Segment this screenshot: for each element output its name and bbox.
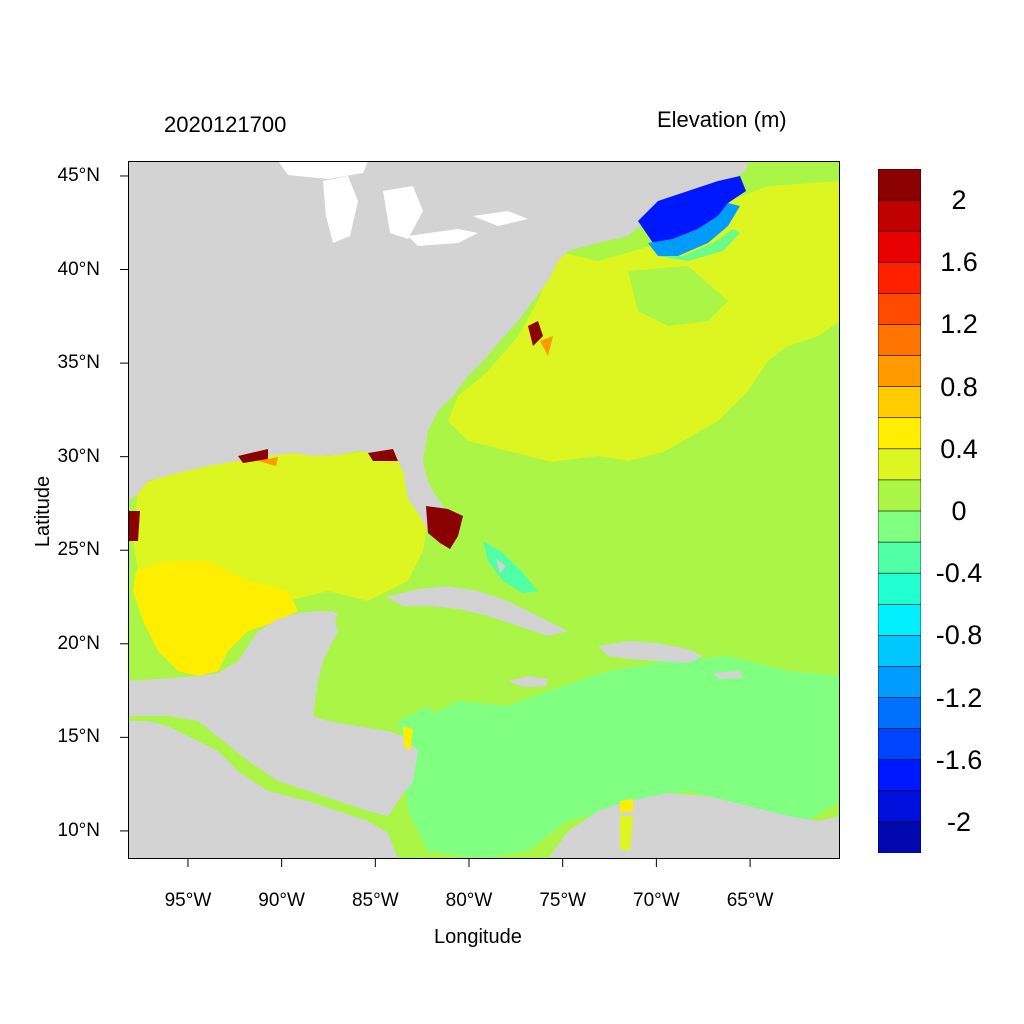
caribbean-negative (398, 706, 438, 781)
colorbar-swatch (877, 541, 922, 574)
coastal-high (540, 336, 553, 356)
coastal-positive (620, 799, 633, 813)
colorbar-label: -2 (946, 806, 971, 837)
colorbar-swatch (877, 261, 922, 295)
colorbar-label: 0 (951, 496, 967, 526)
great-lake (323, 176, 358, 243)
land-central-america (128, 611, 418, 816)
great-lake (408, 229, 478, 246)
colorbar-label: 1.6 (940, 247, 978, 278)
coastal-high (368, 449, 398, 461)
y-tick-label: 25°N (57, 539, 100, 561)
coastal-high (258, 457, 278, 466)
land-hispaniola (598, 641, 703, 663)
gulf-of-maine-low (638, 176, 746, 243)
colorbar-swatch (877, 448, 922, 481)
x-tick-label: 75°W (539, 890, 587, 911)
colorbar-swatch (877, 697, 922, 730)
colorbar-swatch (877, 168, 922, 201)
colorbar-swatch (877, 324, 922, 357)
colorbar-swatch (877, 386, 922, 419)
coastal-high (128, 511, 140, 541)
colorbar-swatch (877, 572, 922, 606)
colorbar-label: 0.8 (940, 371, 978, 402)
colorbar-swatch (877, 790, 922, 823)
colorbar-swatch (877, 666, 922, 699)
coastal-positive (620, 816, 633, 851)
south-florida-high (426, 506, 463, 549)
map-timestamp: 2020121700 (164, 112, 287, 137)
colorbar-swatch (877, 759, 922, 792)
axis-ticks (120, 175, 751, 867)
x-tick-label: 80°W (445, 890, 493, 911)
y-tick-label: 45°N (57, 164, 100, 186)
colorbar-swatch (877, 479, 922, 512)
y-axis-label: Latitude (32, 475, 55, 548)
ocean-positive-band (448, 181, 840, 471)
colorbar-label: -1.2 (935, 682, 983, 713)
map-border (128, 161, 840, 859)
colorbar-label: -0.8 (935, 620, 983, 651)
colorbar-label: -1.6 (935, 744, 983, 775)
colorbar-label: 1.2 (940, 309, 978, 340)
colorbar-label: 2 (951, 185, 967, 216)
great-lake (278, 161, 368, 179)
x-tick-label: 90°W (258, 890, 305, 911)
colorbar-swatch (877, 417, 922, 450)
y-tick-label: 10°N (57, 819, 100, 841)
land-jamaica (508, 676, 548, 687)
colorbar-title: Elevation (m) (657, 107, 787, 132)
ocean-near-zero-patch (458, 351, 840, 591)
x-tick-label: 65°W (726, 890, 774, 911)
bahamas-islands (496, 559, 506, 573)
great-lake (473, 211, 528, 226)
land-mexico (128, 721, 398, 859)
gulf-of-maine-edge (658, 229, 740, 261)
y-tick-label: 40°N (57, 258, 100, 280)
colorbar-swatch (877, 230, 922, 264)
great-lake (383, 186, 423, 239)
colorbar-label: 0.4 (940, 433, 978, 464)
gulf-of-maine-gradient (648, 203, 740, 256)
colorbar-swatch (877, 355, 922, 388)
colorbar-label: -0.4 (935, 558, 983, 589)
land-yucatan (273, 611, 338, 716)
x-axis-label: Longitude (434, 926, 522, 948)
bahamas-negative (483, 541, 538, 593)
colorbar-swatch (877, 603, 922, 637)
land-puerto-rico (713, 671, 743, 679)
colorbar-swatch (877, 821, 922, 854)
x-tick-label: 85°W (351, 890, 399, 911)
y-tick-label: 35°N (57, 352, 100, 374)
x-tick-label: 95°W (164, 890, 212, 911)
land-north-america (128, 161, 748, 536)
coastal-positive (403, 726, 413, 751)
ocean-near-zero-patch (628, 266, 728, 326)
x-tick-label: 70°W (633, 890, 680, 911)
coastal-high (528, 321, 543, 346)
colorbar-swatch (877, 728, 922, 761)
coastal-high (238, 449, 268, 463)
y-tick-label: 15°N (57, 726, 100, 748)
colorbar-swatch (877, 510, 922, 543)
colorbar (877, 168, 922, 854)
y-tick-label: 30°N (57, 445, 100, 467)
colorbar-swatch (877, 635, 922, 668)
elevation-map (120, 161, 840, 867)
colorbar-swatch (877, 199, 922, 232)
colorbar-swatch (877, 293, 922, 326)
land-cuba (386, 586, 568, 636)
y-tick-label: 20°N (57, 632, 100, 654)
gulf-high-positive (133, 561, 298, 676)
caribbean-negative (403, 656, 840, 859)
